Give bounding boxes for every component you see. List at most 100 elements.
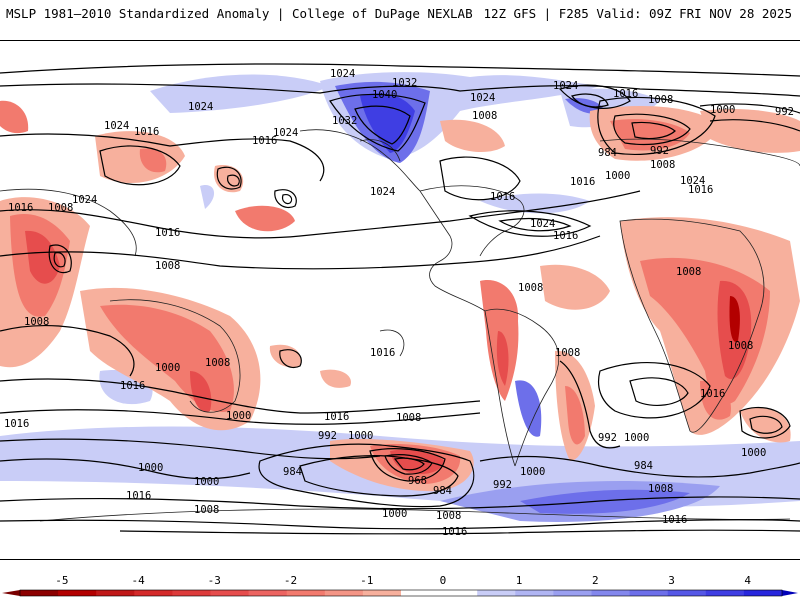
contour-label: 1024: [370, 186, 395, 198]
contour-label: 1016: [553, 230, 578, 242]
contour-label: 1016: [688, 184, 713, 196]
contour-label: 1008: [648, 94, 673, 106]
contour-label: 1024: [104, 120, 129, 132]
isobar-low-core: [749, 415, 783, 434]
contour-label: 992: [493, 479, 512, 491]
isobar: [0, 83, 800, 97]
contour-label: 1000: [138, 462, 163, 474]
colorbar-segment: [439, 590, 478, 596]
isobar-low: [274, 189, 297, 209]
isobars: [0, 63, 800, 535]
colorbar-segment: [20, 590, 59, 596]
contour-label: 1008: [472, 110, 497, 122]
isobar-low: [279, 349, 302, 369]
contour-label: 1000: [741, 447, 766, 459]
isobar-high: [597, 362, 711, 419]
model-run-title: 12Z GFS | F285 Valid: 09Z FRI NOV 28 202…: [483, 6, 792, 21]
contour-label: 1008: [24, 316, 49, 328]
positive-anomaly-core: [360, 93, 415, 153]
contour-label: 1008: [676, 266, 701, 278]
colorbar-segments: [2, 589, 798, 597]
isobar: [0, 63, 800, 77]
isobar-low-core: [227, 174, 240, 187]
contour-label: 1000: [605, 170, 630, 182]
negative-anomaly: [269, 344, 301, 368]
contour-label: 992: [598, 432, 617, 444]
negative-anomaly-strong: [390, 449, 445, 475]
contour-label: 1024: [330, 68, 355, 80]
contour-label: 992: [318, 430, 337, 442]
contour-label: 1016: [8, 202, 33, 214]
positive-anomaly: [200, 185, 215, 209]
isobar-low: [99, 145, 181, 186]
colorbar-segment: [553, 590, 592, 596]
contour-label: 1032: [332, 115, 357, 127]
isobar-core: [571, 93, 609, 108]
isobar: [709, 119, 800, 132]
contour-label: 1008: [518, 282, 543, 294]
contour-label: 1016: [490, 191, 515, 203]
isobar-low: [613, 113, 691, 146]
colorbar-tick-label: -1: [360, 574, 373, 587]
contour-label: 1024: [470, 92, 495, 104]
colorbar-segment: [667, 590, 707, 596]
contour-label: 1016: [120, 380, 145, 392]
asia-coast: [0, 188, 137, 257]
contour-label: 1016: [662, 514, 687, 526]
contour-label: 984: [634, 460, 653, 472]
contour-label-1016-bottom: 1016: [442, 526, 467, 538]
negative-anomaly-moderate: [0, 100, 29, 134]
contour-label: 1000: [520, 466, 545, 478]
isobar-low: [739, 406, 791, 439]
isobar: [699, 103, 800, 114]
isobar: [0, 133, 325, 182]
alaska-coast: [359, 139, 401, 162]
contour-label: 1016: [613, 88, 638, 100]
isobar-high-core: [498, 217, 572, 232]
antarctica-coast: [39, 508, 791, 522]
positive-anomaly: [150, 74, 330, 113]
contour-label: 1016: [370, 347, 395, 359]
colorbar-segment: [210, 590, 250, 596]
colorbar-segment: [248, 590, 288, 596]
colorbar-tick-label: 4: [744, 574, 751, 587]
contour-label: 1008: [155, 260, 180, 272]
contour-label: 1024: [530, 218, 555, 230]
colorbar-tick-label: -3: [208, 574, 221, 587]
colorbar-tick-label: 2: [592, 574, 599, 587]
contour-label: 1016: [4, 418, 29, 430]
colorbar: -5-4-3-2-1012345: [0, 570, 800, 600]
contour-label: 1000: [624, 432, 649, 444]
negative-anomaly: [320, 369, 351, 388]
coastlines: [0, 129, 800, 522]
isobar-low-core: [53, 252, 66, 268]
contour-label: 1024: [553, 80, 578, 92]
colorbar-segment: [96, 590, 135, 596]
isobar-low: [384, 454, 433, 475]
isobar-high-core: [354, 105, 411, 145]
negative-anomaly-moderate: [565, 386, 585, 445]
contour-label: 992: [775, 106, 794, 118]
contour-label: 1024: [72, 194, 97, 206]
contour-label: 1008: [728, 340, 753, 352]
colorbar-segment: [324, 590, 364, 596]
isobar: [0, 378, 481, 414]
colorbar-segment: [591, 590, 631, 596]
header: MSLP 1981–2010 Standardized Anomaly | Co…: [0, 0, 800, 30]
isobar-low: [216, 166, 242, 190]
south-america-west-coast: [484, 310, 516, 467]
colorbar-tick-label: -5: [55, 574, 68, 587]
colorbar-segment: [134, 590, 173, 596]
contour-label: 1008: [555, 347, 580, 359]
negative-anomaly: [440, 119, 505, 153]
contour-label: 1008: [205, 357, 230, 369]
negative-anomaly-moderate: [235, 205, 295, 232]
contour-label: 1016: [134, 126, 159, 138]
colorbar-tick-label: -2: [284, 574, 297, 587]
positive-anomaly: [480, 193, 590, 214]
contour-label: 984: [433, 485, 452, 497]
contour-label: 1008: [396, 412, 421, 424]
positive-anomaly-strong: [515, 380, 542, 437]
isobar-low: [299, 455, 459, 497]
colorbar-max-arrow: [782, 590, 798, 596]
